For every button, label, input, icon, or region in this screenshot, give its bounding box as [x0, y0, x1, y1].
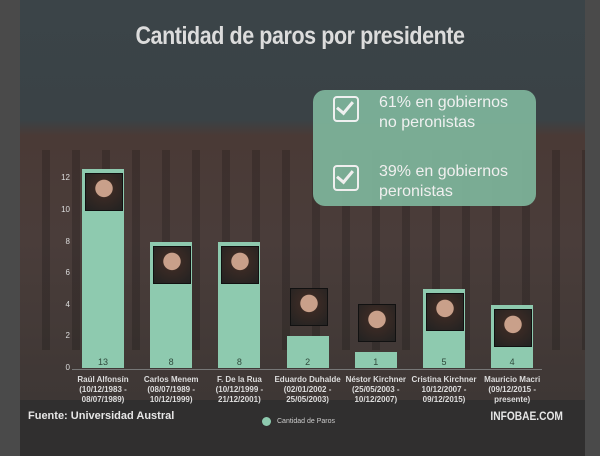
- data-label: 8: [236, 357, 242, 367]
- bar: [286, 336, 329, 368]
- callout-no-peronistas: 61% en gobiernos no peronistas: [379, 94, 508, 131]
- president-period: (25/05/2003 - 10/12/2007): [352, 385, 400, 404]
- president-photo: [153, 245, 192, 284]
- president-photo: [289, 288, 328, 327]
- x-tick-label: Eduardo Duhalde (02/01/2002 - 25/05/2003): [268, 375, 348, 405]
- president-name: Eduardo Duhalde: [274, 375, 341, 384]
- callout-box: 61% en gobiernos no peronistas 39% en go…: [313, 90, 536, 206]
- president-name: F. De la Rua: [216, 375, 262, 384]
- x-tick-label: Carlos Menem (08/07/1989 - 10/12/1999): [131, 375, 211, 405]
- data-label: 2: [305, 357, 311, 367]
- president-photo: [221, 245, 260, 284]
- data-label: 4: [509, 357, 515, 367]
- y-tick-label: 6: [65, 268, 70, 278]
- y-tick-label: 4: [65, 299, 70, 309]
- president-photo: [85, 172, 123, 211]
- y-tick-label: 12: [61, 173, 70, 183]
- y-tick-label: 10: [61, 205, 70, 214]
- president-photo: [426, 293, 464, 331]
- data-label: 5: [441, 357, 447, 367]
- president-name: Cristina Kirchner: [411, 375, 477, 384]
- checkbox-icon: [333, 165, 359, 191]
- data-label: 1: [373, 357, 379, 367]
- chart-title: Cantidad de paros por presidente: [135, 22, 465, 50]
- x-tick-label: Néstor Kirchner (25/05/2003 - 10/12/2007): [336, 375, 416, 405]
- president-period: (10/12/1999 - 21/12/2001): [215, 385, 264, 404]
- x-tick-label: Mauricio Macri (09/12/2015 - presente): [472, 375, 552, 405]
- brand-logo: INFOBAE.COM: [490, 409, 563, 423]
- president-name: Mauricio Macri: [484, 375, 541, 384]
- president-name: Raúl Alfonsín: [77, 375, 129, 384]
- callout-peronistas: 39% en gobiernos peronistas: [379, 163, 508, 200]
- x-tick-label: Raúl Alfonsín (10/12/1983 - 08/07/1989): [63, 375, 143, 405]
- y-tick-label: 2: [65, 331, 70, 341]
- data-label: 8: [168, 357, 174, 367]
- source-note: Fuente: Universidad Austral: [28, 410, 175, 422]
- legend-label: Cantidad de Paros: [277, 418, 335, 425]
- y-tick-label: 0: [65, 363, 70, 372]
- president-name: Carlos Menem: [143, 375, 199, 384]
- president-period: (08/07/1989 - 10/12/1999): [147, 385, 195, 404]
- president-photo: [494, 308, 533, 347]
- checkbox-icon: [333, 96, 359, 122]
- president-photo: [357, 304, 396, 343]
- president-period: (10/12/1983 - 08/07/1989): [79, 385, 127, 404]
- x-tick-label: Cristina Kirchner 10/12/2007 - 09/12/2015…: [404, 375, 484, 405]
- president-period: (02/01/2002 - 25/05/2003): [283, 385, 332, 404]
- x-tick-label: F. De la Rua (10/12/1999 - 21/12/2001): [199, 375, 279, 405]
- legend: Cantidad de Paros: [262, 417, 335, 426]
- y-tick-label: 8: [65, 236, 70, 246]
- x-axis: [72, 369, 542, 370]
- data-label: 13: [97, 357, 108, 367]
- bar: [354, 352, 397, 368]
- president-name: Néstor Kirchner: [345, 375, 407, 384]
- legend-swatch: [262, 417, 271, 426]
- president-period: 10/12/2007 - 09/12/2015): [421, 385, 467, 404]
- president-period: (09/12/2015 - presente): [488, 385, 536, 404]
- footer-band: [20, 400, 585, 456]
